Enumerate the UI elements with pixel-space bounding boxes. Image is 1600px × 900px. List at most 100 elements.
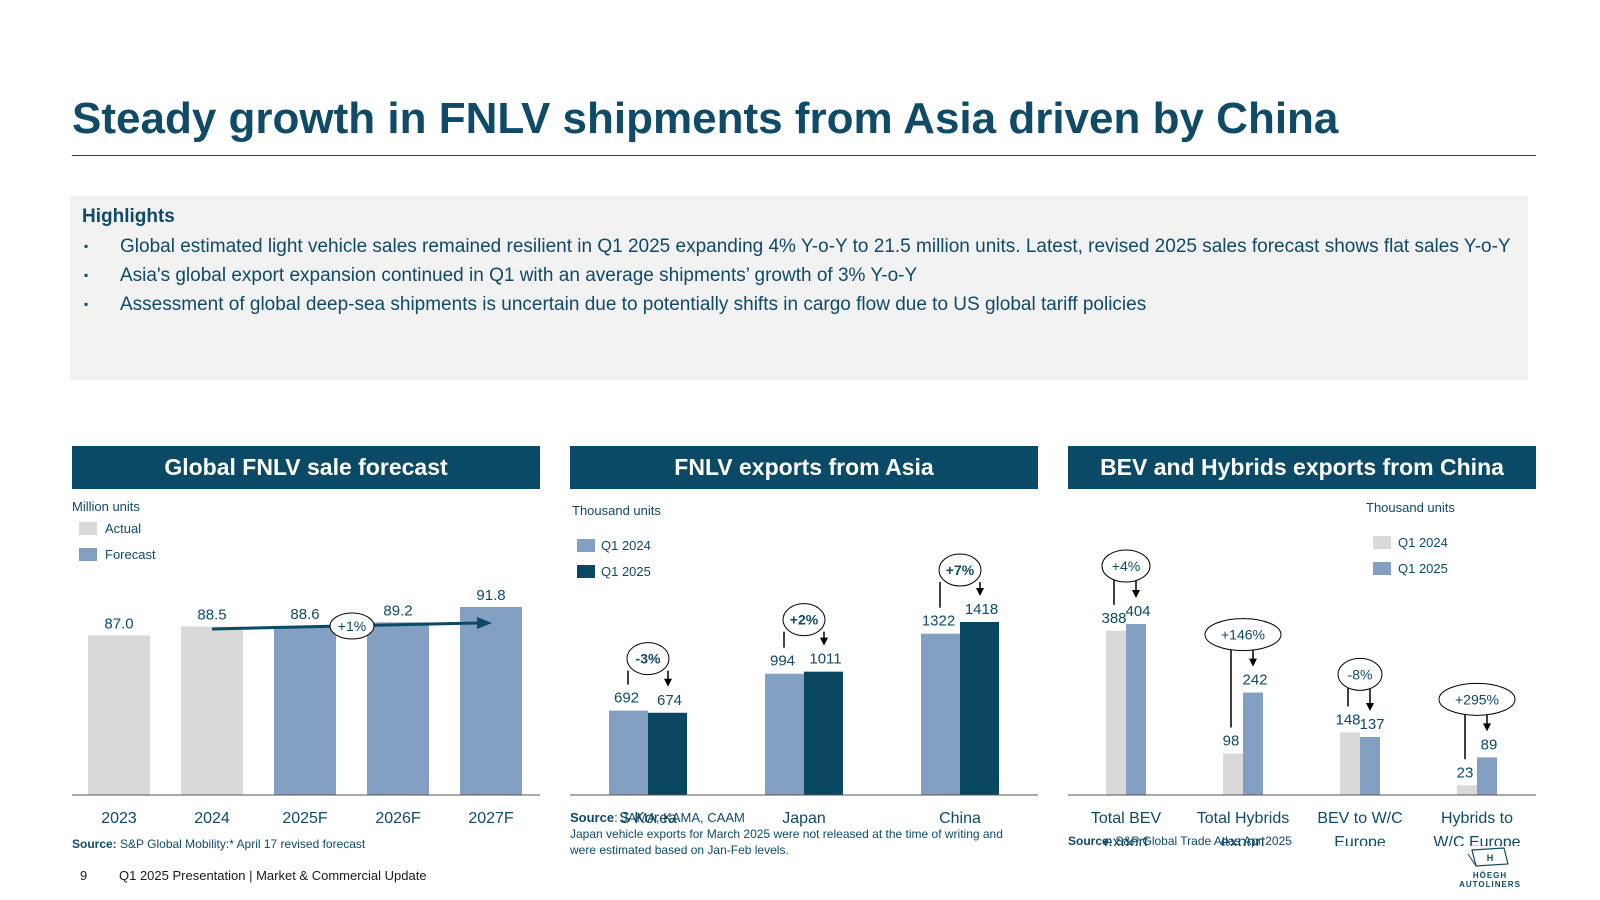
legend-label: Forecast bbox=[105, 547, 156, 562]
asia-exports-chart: Thousand units Q1 2024 Q1 2025 692 674 S Kore… bbox=[570, 489, 1038, 846]
change-label: +4% bbox=[1112, 558, 1140, 574]
legend-swatch bbox=[577, 565, 595, 578]
data-label: 388 bbox=[1101, 610, 1126, 627]
highlights-box: Highlights ▪ Global estimated light vehic… bbox=[70, 196, 1528, 380]
data-label: 994 bbox=[770, 653, 795, 670]
data-label: 23 bbox=[1457, 764, 1474, 781]
change-arrow-head bbox=[1483, 723, 1491, 731]
bar-q1-2024 bbox=[1106, 631, 1126, 795]
data-label: 137 bbox=[1359, 716, 1384, 733]
highlight-item: ▪ Asia's global export expansion continue… bbox=[82, 261, 1516, 290]
bar-2023 bbox=[88, 635, 150, 795]
x-tick-label: 2024 bbox=[194, 810, 230, 827]
legend-label: Q1 2024 bbox=[601, 538, 651, 553]
x-tick-label: Total BEV bbox=[1091, 810, 1162, 827]
source-note-3: Source: S&P Global Trade Atlas Apr 2025 bbox=[1068, 833, 1292, 849]
bar-q1-2024 bbox=[1457, 785, 1477, 795]
change-arrow-head bbox=[820, 638, 828, 646]
highlight-text: Assessment of global deep-sea shipments … bbox=[120, 294, 1146, 315]
unit-label: Million units bbox=[72, 499, 140, 514]
change-arrow-head bbox=[1366, 703, 1374, 711]
source-label: Source: bbox=[72, 837, 117, 851]
bar-q1-2025-S Korea bbox=[648, 713, 687, 795]
bullet-icon: ▪ bbox=[84, 261, 88, 290]
source-note-1: Source: S&P Global Mobility:* April 17 r… bbox=[72, 836, 365, 852]
legend-swatch bbox=[1373, 562, 1391, 575]
panel-header: BEV and Hybrids exports from China bbox=[1068, 446, 1536, 489]
legend-swatch bbox=[1373, 536, 1391, 549]
source-text: : JAMA, KAMA, CAAM bbox=[614, 810, 745, 825]
bar-q1-2025-China bbox=[960, 622, 999, 795]
legend-label: Actual bbox=[105, 521, 141, 536]
data-label: 1011 bbox=[809, 651, 841, 668]
company-logo: H HÖEGH AUTOLINERS bbox=[1442, 846, 1538, 882]
bar-q1-2025 bbox=[1243, 693, 1263, 795]
data-label: 88.6 bbox=[290, 606, 319, 623]
data-label: 404 bbox=[1125, 603, 1150, 620]
trend-label: +1% bbox=[338, 618, 366, 634]
bar-q1-2024 bbox=[1223, 754, 1243, 795]
data-label: 1418 bbox=[965, 601, 998, 618]
title-divider bbox=[72, 155, 1536, 156]
change-arrow-head bbox=[1132, 590, 1140, 598]
highlight-text: Asia's global export expansion continued… bbox=[120, 265, 917, 286]
data-label: 1322 bbox=[922, 613, 955, 630]
change-arrow-head bbox=[1249, 659, 1257, 667]
bar-q1-2024-S Korea bbox=[609, 711, 648, 795]
data-label: 98 bbox=[1223, 733, 1240, 750]
bar-2027F bbox=[460, 607, 522, 795]
legend-swatch bbox=[79, 548, 97, 561]
x-tick-label: 2027F bbox=[468, 810, 514, 827]
data-label: 89 bbox=[1481, 736, 1498, 753]
bar-2024 bbox=[181, 627, 243, 795]
data-label: 89.2 bbox=[383, 602, 412, 619]
source-label: Source bbox=[1068, 834, 1109, 848]
bullet-icon: ▪ bbox=[84, 290, 88, 319]
bullet-icon: ▪ bbox=[84, 232, 88, 261]
legend-swatch bbox=[79, 522, 97, 535]
highlight-text: Global estimated light vehicle sales rem… bbox=[120, 236, 1511, 257]
highlights-heading: Highlights bbox=[82, 206, 1516, 228]
source-label: Source bbox=[570, 810, 614, 825]
svg-text:H: H bbox=[1487, 853, 1494, 863]
x-tick-label: Hybrids to bbox=[1441, 810, 1513, 827]
source-line: Source: JAMA, KAMA, CAAM bbox=[570, 810, 1010, 826]
highlight-item: ▪ Assessment of global deep-sea shipments… bbox=[82, 290, 1516, 319]
panel-asia-exports: FNLV exports from Asia Thousand units Q1 … bbox=[570, 446, 1038, 846]
x-tick-label: W/C Europe bbox=[1433, 834, 1520, 846]
x-tick-label: BEV to W/C bbox=[1317, 810, 1402, 827]
change-arrow-head bbox=[664, 679, 672, 687]
legend-label: Q1 2025 bbox=[601, 564, 651, 579]
change-label: +146% bbox=[1221, 627, 1265, 643]
bar-q1-2024 bbox=[1340, 732, 1360, 795]
global-forecast-chart: Million units Actual Forecast 87.0 2023 88.5 2… bbox=[72, 489, 540, 846]
unit-label: Thousand units bbox=[572, 503, 661, 518]
panel-header: FNLV exports from Asia bbox=[570, 446, 1038, 489]
bar-2025F bbox=[274, 626, 336, 795]
bar-q1-2025 bbox=[1126, 624, 1146, 795]
panel-china-bev-hybrids: BEV and Hybrids exports from China Thous… bbox=[1068, 446, 1536, 846]
highlights-list: ▪ Global estimated light vehicle sales re… bbox=[82, 232, 1516, 319]
data-label: 87.0 bbox=[104, 615, 133, 632]
data-label: 692 bbox=[614, 690, 639, 707]
bar-2026F bbox=[367, 622, 429, 795]
page-title: Steady growth in FNLV shipments from Asi… bbox=[72, 94, 1338, 144]
data-label: 91.8 bbox=[476, 587, 505, 604]
legend-swatch bbox=[577, 539, 595, 552]
x-tick-label: Total Hybrids bbox=[1197, 810, 1289, 827]
bar-q1-2025 bbox=[1360, 737, 1380, 795]
bar-q1-2024-China bbox=[921, 634, 960, 795]
highlight-item: ▪ Global estimated light vehicle sales re… bbox=[82, 232, 1516, 261]
source-text: S&P Global Mobility:* April 17 revised f… bbox=[120, 837, 365, 851]
bar-q1-2025 bbox=[1477, 757, 1497, 795]
panel-header: Global FNLV sale forecast bbox=[72, 446, 540, 489]
x-tick-label: Europe bbox=[1334, 834, 1386, 846]
data-label: 88.5 bbox=[197, 607, 226, 624]
source-text: : S&P Global Trade Atlas Apr 2025 bbox=[1109, 834, 1292, 848]
logo-text: HÖEGH AUTOLINERS bbox=[1442, 871, 1538, 889]
change-label: -8% bbox=[1348, 666, 1373, 682]
data-label: 674 bbox=[657, 692, 682, 709]
bar-q1-2024-Japan bbox=[765, 674, 804, 795]
source-note-2: Source: JAMA, KAMA, CAAM Japan vehicle e… bbox=[570, 810, 1010, 858]
